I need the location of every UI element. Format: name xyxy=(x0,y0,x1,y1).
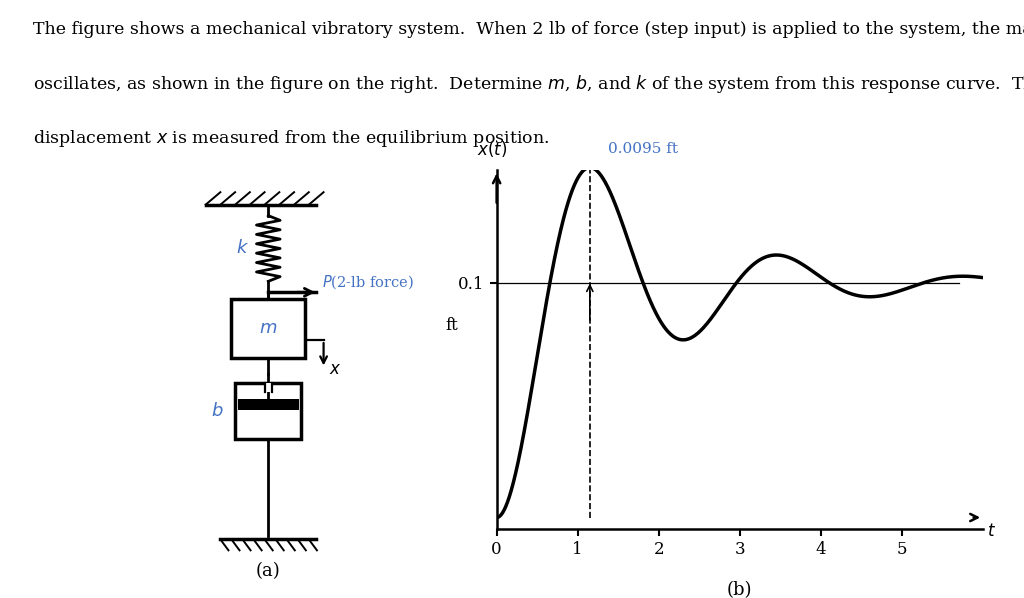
Text: $b$: $b$ xyxy=(212,402,224,420)
Text: $k$: $k$ xyxy=(236,239,249,258)
Text: $P$(2-lb force): $P$(2-lb force) xyxy=(322,273,414,291)
Text: The figure shows a mechanical vibratory system.  When 2 lb of force (step input): The figure shows a mechanical vibratory … xyxy=(33,20,1024,38)
Text: (b): (b) xyxy=(727,581,753,598)
Text: $x$: $x$ xyxy=(329,361,342,379)
Text: $x(t)$: $x(t)$ xyxy=(477,139,508,158)
Text: 0.0095 ft: 0.0095 ft xyxy=(607,142,678,155)
Text: ft: ft xyxy=(445,317,459,334)
Text: $m$: $m$ xyxy=(259,319,278,337)
Bar xyxy=(236,383,301,440)
Text: $t$: $t$ xyxy=(987,523,996,540)
Bar xyxy=(231,298,305,358)
Text: displacement $x$ is measured from the equilibrium position.: displacement $x$ is measured from the eq… xyxy=(33,129,549,150)
Text: (a): (a) xyxy=(256,562,281,579)
Text: oscillates, as shown in the figure on the right.  Determine $m$, $b$, and $k$ of: oscillates, as shown in the figure on th… xyxy=(33,73,1024,95)
Bar xyxy=(238,399,299,410)
Bar xyxy=(265,383,271,392)
